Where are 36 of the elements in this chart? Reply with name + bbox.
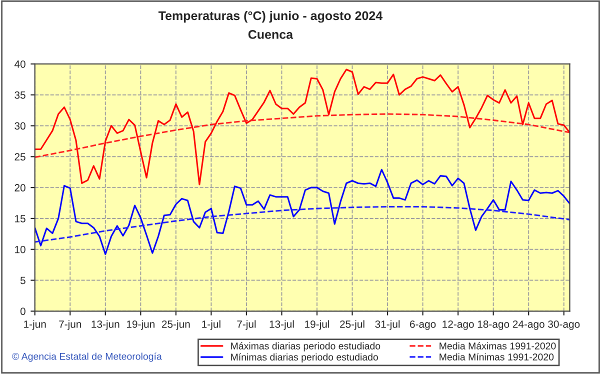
x-tick-label: 31-jul bbox=[375, 320, 400, 330]
legend-label: Media Máximas 1991-2020 bbox=[440, 342, 556, 350]
y-tick-label: 5 bbox=[20, 276, 26, 284]
y-tick-label: 30 bbox=[14, 122, 26, 130]
x-tick-label: 7-jun bbox=[59, 320, 82, 330]
y-tick-label: 10 bbox=[15, 246, 26, 254]
y-tick-label: 15 bbox=[15, 215, 26, 222]
x-tick-label: 30-ago bbox=[548, 320, 580, 330]
y-tick-label: 35 bbox=[14, 91, 26, 99]
line-series bbox=[34, 206, 570, 243]
chart-subtitle: Cuenca bbox=[248, 30, 294, 39]
x-tick-label: 19-jun bbox=[126, 320, 154, 330]
x-tick-label: 7-jul bbox=[237, 320, 256, 330]
legend-label: Máximas diarias periodo estudiado bbox=[231, 342, 380, 352]
chart-title: Temperaturas (°C) junio - agosto 2024 bbox=[158, 10, 383, 23]
y-tick-label: 25 bbox=[14, 153, 26, 161]
line-series bbox=[34, 113, 570, 158]
y-tick-label: 20 bbox=[14, 184, 26, 192]
x-tick-label: 25-jul bbox=[340, 320, 364, 330]
x-tick-label: 18-ago bbox=[478, 320, 510, 330]
x-tick-label: 12-ago bbox=[442, 320, 474, 330]
x-tick-label: 19-jul bbox=[305, 320, 330, 330]
legend-label: Media Mínimas 1991-2020 bbox=[440, 353, 554, 360]
x-tick-label: 13-jul bbox=[270, 320, 294, 330]
x-tick-label: 6-ago bbox=[410, 320, 436, 330]
y-tick-label: 40 bbox=[14, 60, 26, 68]
x-tick-label: 24-ago bbox=[512, 320, 544, 330]
line-series bbox=[34, 168, 570, 256]
x-tick-label: 13-jun bbox=[92, 320, 120, 330]
text: © Agencia Estatal de Meteorología bbox=[12, 352, 162, 362]
x-tick-label: 1-jun bbox=[24, 320, 46, 330]
line-series bbox=[34, 68, 570, 186]
legend-label: Mínimas diarias periodo estudiado bbox=[231, 353, 378, 362]
y-tick-label: 0 bbox=[20, 308, 26, 316]
x-tick-label: 1-jul bbox=[202, 320, 220, 330]
x-tick-label: 25-jun bbox=[162, 320, 190, 330]
